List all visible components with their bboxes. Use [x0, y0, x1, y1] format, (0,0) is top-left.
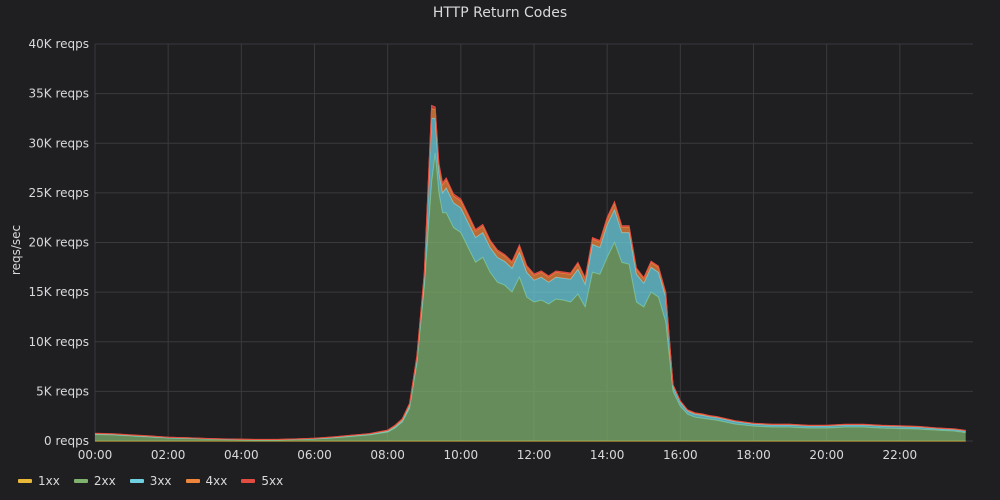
y-tick-label: 25K reqps	[29, 186, 90, 200]
chart-title: HTTP Return Codes	[432, 5, 568, 21]
x-tick-label: 00:00	[78, 448, 113, 462]
y-axis-label: reqs/sec	[9, 225, 23, 275]
legend-swatch	[73, 479, 88, 483]
legend-label: 1xx	[38, 474, 60, 488]
legend-swatch	[18, 479, 32, 483]
x-tick-label: 06:00	[297, 448, 332, 462]
y-tick-label: 0 reqps	[44, 434, 89, 448]
legend-label: 3xx	[149, 474, 172, 488]
series-line-5xx	[94, 104, 966, 440]
x-tick-label: 16:00	[663, 448, 698, 462]
series-area-2xx[interactable]	[95, 153, 966, 441]
x-tick-label: 14:00	[590, 448, 625, 462]
legend-item-3xx[interactable]: 3xx	[129, 474, 172, 488]
y-tick-label: 35K reqps	[29, 87, 90, 101]
x-tick-label: 18:00	[736, 448, 771, 462]
x-tick-label: 20:00	[809, 448, 844, 462]
x-tick-label: 02:00	[151, 448, 186, 462]
x-tick-label: 22:00	[883, 448, 918, 462]
legend-item-4xx[interactable]: 4xx	[185, 474, 228, 488]
x-tick-label: 12:00	[517, 448, 552, 462]
y-tick-label: 10K reqps	[29, 335, 90, 349]
legend-item-5xx[interactable]: 5xx	[241, 474, 283, 488]
legend-label: 2xx	[93, 474, 116, 488]
legend-swatch	[241, 479, 256, 483]
x-tick-label: 10:00	[444, 448, 479, 462]
y-tick-label: 40K reqps	[29, 37, 90, 51]
legend: 1xx 2xx 3xx 4xx 5xx	[18, 474, 297, 488]
legend-swatch	[129, 479, 144, 483]
y-tick-label: 30K reqps	[29, 136, 90, 150]
legend-label: 5xx	[261, 474, 284, 488]
y-tick-label: 20K reqps	[29, 236, 90, 250]
x-tick-label: 04:00	[224, 448, 259, 462]
y-tick-label: 5K reqps	[36, 384, 89, 398]
x-tick-label: 08:00	[370, 448, 405, 462]
legend-swatch	[185, 479, 200, 483]
series-area-4xx[interactable]	[95, 108, 966, 440]
legend-item-1xx[interactable]: 1xx	[18, 474, 60, 488]
legend-item-2xx[interactable]: 2xx	[73, 474, 116, 488]
legend-label: 4xx	[205, 474, 228, 488]
series-area-3xx[interactable]	[95, 118, 966, 441]
y-tick-label: 15K reqps	[29, 285, 90, 299]
